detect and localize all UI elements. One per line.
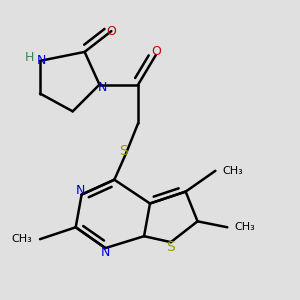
Text: H: H [25, 51, 34, 64]
Text: N: N [76, 184, 85, 196]
Text: O: O [151, 45, 161, 58]
Text: CH₃: CH₃ [12, 234, 33, 244]
Text: CH₃: CH₃ [223, 166, 244, 176]
Text: N: N [101, 246, 110, 259]
Text: CH₃: CH₃ [235, 222, 256, 232]
Text: N: N [98, 81, 107, 94]
Text: O: O [106, 25, 116, 38]
Text: S: S [119, 145, 128, 158]
Text: N: N [37, 54, 46, 67]
Text: S: S [167, 240, 175, 254]
